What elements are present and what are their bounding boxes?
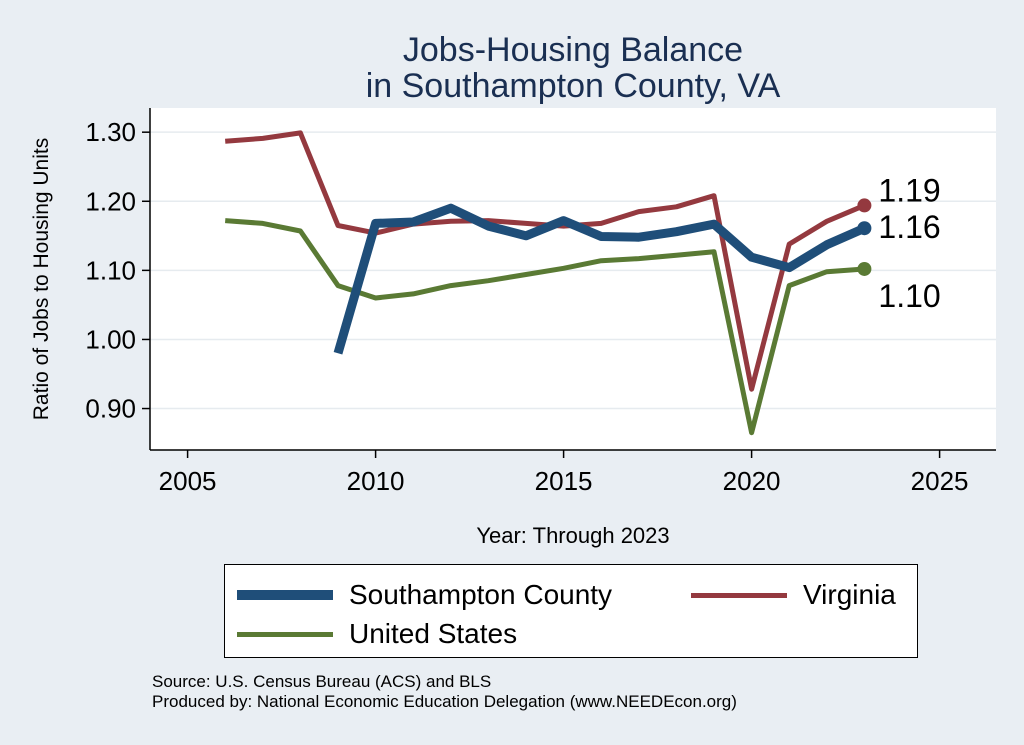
plot-area: [150, 108, 996, 450]
series-end-labels: 1.161.19 1.10: [878, 172, 940, 314]
legend-swatch-virginia: [691, 592, 787, 598]
legend-swatch-united-states: [237, 631, 333, 637]
series-lines: [225, 130, 867, 436]
y-tick-label: 1.10: [85, 255, 136, 285]
y-tick-label: 1.20: [85, 186, 136, 216]
legend-item-virginia: Virginia: [691, 579, 896, 611]
chart-title-line1: Jobs-Housing Balance: [402, 31, 744, 69]
y-tick-label: 1.30: [85, 117, 136, 147]
legend-item-southampton: Southampton County: [237, 579, 612, 611]
end-label-southampton-county: 1.16: [878, 209, 940, 245]
producer-note: Produced by: National Economic Education…: [152, 692, 737, 711]
y-tick-label: 1.00: [85, 324, 136, 354]
x-tick-label: 2010: [347, 466, 405, 496]
series-end-markers: [857, 198, 872, 276]
end-marker-virginia: [857, 198, 872, 213]
end-marker-southampton-county: [857, 221, 872, 236]
end-label-virginia: 1.19: [878, 172, 940, 208]
series-line-united-states: [225, 218, 865, 436]
x-tick-label: 2025: [911, 466, 969, 496]
x-axis-label: Year: Through 2023: [476, 523, 669, 548]
legend-swatch-southampton: [237, 590, 333, 600]
legend-item-united-states: United States: [237, 618, 517, 650]
series-line-southampton-county: [333, 203, 867, 355]
x-tick-label: 2015: [535, 466, 593, 496]
chart-title-line2: in Southampton County, VA: [365, 67, 781, 105]
legend-label-southampton: Southampton County: [349, 579, 613, 610]
legend: Southampton County Virginia United State…: [224, 564, 918, 658]
end-marker-united-states: [857, 261, 872, 276]
source-note: Source: U.S. Census Bureau (ACS) and BLS: [152, 672, 492, 691]
x-axis-ticks: 2005 2010 2015 2020 2025: [159, 450, 969, 496]
legend-label-united-states: United States: [349, 618, 518, 649]
y-axis-label: Ratio of Jobs to Housing Units: [30, 138, 53, 420]
y-tick-label: 0.90: [85, 394, 136, 424]
legend-label-virginia: Virginia: [803, 579, 896, 610]
x-tick-label: 2020: [723, 466, 781, 496]
end-label-united-states: 1.10: [878, 278, 940, 314]
x-tick-label: 2005: [159, 466, 217, 496]
y-axis-ticks: 0.90 1.00 1.10 1.20 1.30: [85, 117, 150, 424]
